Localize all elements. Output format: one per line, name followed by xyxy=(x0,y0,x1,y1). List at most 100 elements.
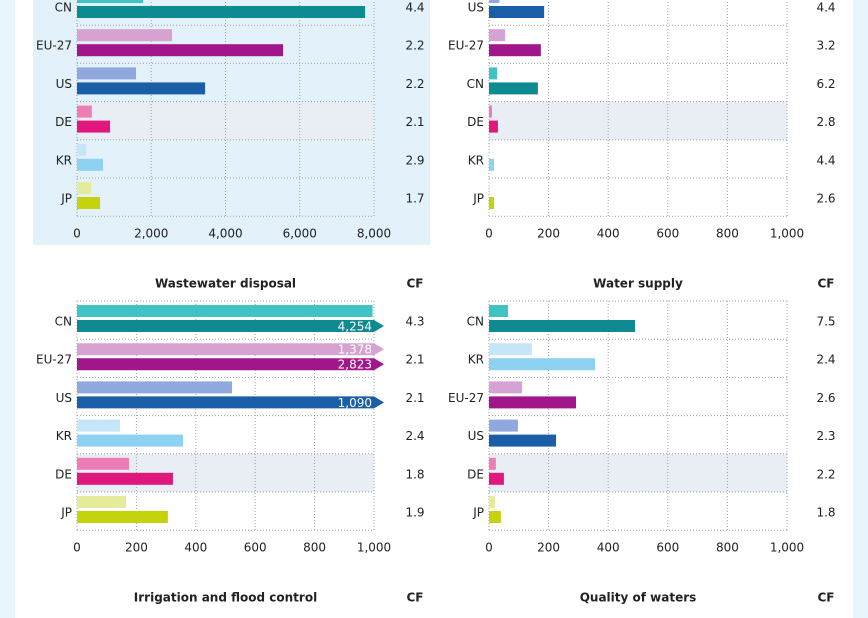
cf-value: 1.9 xyxy=(405,506,424,520)
x-tick-label: 0 xyxy=(73,541,81,555)
category-label: JP xyxy=(60,192,72,206)
x-tick-label: 0 xyxy=(73,227,81,241)
category-label: DE xyxy=(467,467,484,481)
category-label: EU-27 xyxy=(36,353,72,367)
x-tick-label: 200 xyxy=(537,227,560,241)
cf-value: 2.2 xyxy=(405,39,424,53)
cf-value: 2.9 xyxy=(405,153,424,167)
cf-value: 3.2 xyxy=(816,39,835,53)
highlight-row xyxy=(489,101,787,140)
category-label: EU-27 xyxy=(448,391,484,405)
x-tick-label: 200 xyxy=(537,541,560,555)
cf-header: CF xyxy=(406,277,423,291)
category-label: US xyxy=(468,1,484,15)
category-label: KR xyxy=(468,153,484,167)
cf-value: 2.3 xyxy=(816,429,835,443)
category-label: DE xyxy=(55,467,72,481)
category-label: KR xyxy=(56,429,72,443)
bar xyxy=(489,457,496,470)
cf-value: 1.8 xyxy=(405,467,424,481)
category-label: JP xyxy=(472,192,484,206)
bar xyxy=(489,44,541,57)
bar xyxy=(77,143,86,156)
cf-value: 6.2 xyxy=(816,77,835,91)
bar xyxy=(489,381,523,394)
x-tick-label: 800 xyxy=(716,227,739,241)
bar xyxy=(77,120,111,133)
bar xyxy=(489,305,509,317)
bar xyxy=(489,434,557,447)
bar xyxy=(77,29,173,42)
cf-value: 2.6 xyxy=(816,391,835,405)
bar xyxy=(489,143,490,156)
category-label: DE xyxy=(467,115,484,129)
cf-value: 2.2 xyxy=(816,467,835,481)
bar xyxy=(77,496,127,508)
cf-value: 2.1 xyxy=(405,115,424,129)
bar xyxy=(489,120,498,133)
x-tick-label: 400 xyxy=(597,541,620,555)
category-label: CN xyxy=(55,315,72,329)
category-label: KR xyxy=(468,353,484,367)
bar xyxy=(489,6,545,18)
bar xyxy=(77,0,144,3)
cf-value: 2.1 xyxy=(405,391,424,405)
cf-value: 2.6 xyxy=(816,192,835,206)
x-tick-label: 1,000 xyxy=(770,541,804,555)
category-label: DE xyxy=(55,115,72,129)
bar xyxy=(77,6,366,18)
bar xyxy=(77,305,373,317)
bar xyxy=(489,320,636,332)
category-label: EU-27 xyxy=(36,39,72,53)
bar xyxy=(489,511,501,523)
x-tick-label: 8,000 xyxy=(357,227,391,241)
cf-header: CF xyxy=(817,591,834,605)
category-label: US xyxy=(468,429,484,443)
category-label: US xyxy=(56,391,72,405)
category-label: EU-27 xyxy=(448,39,484,53)
cf-value: 4.4 xyxy=(405,1,424,15)
bar xyxy=(77,182,92,194)
bar xyxy=(489,496,495,508)
highlight-row xyxy=(489,453,787,492)
cf-value: 1.7 xyxy=(405,192,424,206)
chart-title: Irrigation and flood control xyxy=(134,591,317,605)
bar xyxy=(489,67,498,80)
bar xyxy=(489,82,538,95)
cf-value: 7.5 xyxy=(816,315,835,329)
bar xyxy=(489,343,532,356)
value-label: 2,823 xyxy=(338,358,372,372)
bar xyxy=(489,419,518,432)
x-tick-label: 0 xyxy=(485,541,493,555)
cf-value: 4.4 xyxy=(816,153,835,167)
cf-value: 4.4 xyxy=(816,1,835,15)
bar xyxy=(489,396,577,409)
bar xyxy=(77,381,233,394)
bar xyxy=(489,105,492,118)
cf-value: 4.3 xyxy=(405,315,424,329)
bar xyxy=(489,182,490,194)
value-label: 4,254 xyxy=(338,320,372,334)
bar xyxy=(489,358,596,371)
category-label: CN xyxy=(467,315,484,329)
category-label: KR xyxy=(56,153,72,167)
bar xyxy=(77,105,92,118)
bar xyxy=(77,511,168,523)
category-label: JP xyxy=(472,506,484,520)
cf-value: 1.8 xyxy=(816,506,835,520)
x-tick-label: 1,000 xyxy=(357,541,391,555)
cf-header: CF xyxy=(406,591,423,605)
x-tick-label: 200 xyxy=(125,541,148,555)
x-tick-label: 800 xyxy=(716,541,739,555)
category-label: US xyxy=(56,77,72,91)
chart-title: Quality of waters xyxy=(580,591,697,605)
bar xyxy=(77,67,137,80)
category-label: CN xyxy=(55,1,72,15)
bar xyxy=(77,44,284,57)
cf-value: 2.1 xyxy=(405,353,424,367)
value-label: 1,090 xyxy=(338,396,372,410)
category-label: JP xyxy=(60,506,72,520)
bar xyxy=(77,197,101,209)
cf-value: 2.2 xyxy=(405,77,424,91)
